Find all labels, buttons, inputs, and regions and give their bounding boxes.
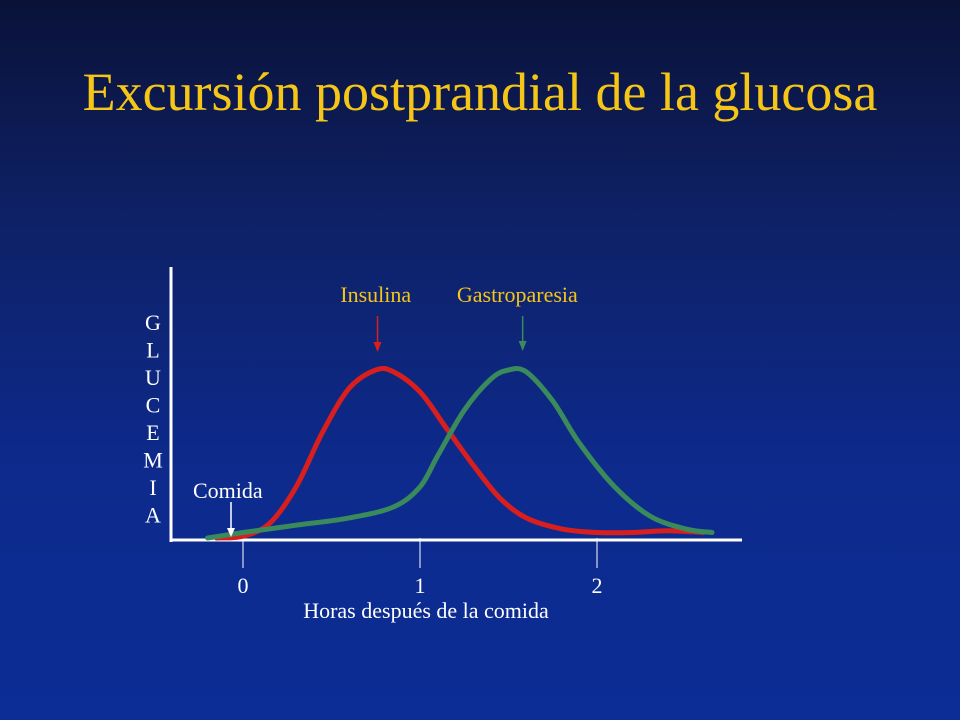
y-axis-label-letter: L — [146, 338, 159, 363]
series-line-insulina — [213, 365, 706, 541]
annotation-comida-arrowhead — [227, 528, 235, 537]
annotation-insulina-arrowhead — [373, 342, 382, 352]
annotation-gastroparesia-arrowhead — [518, 341, 527, 351]
y-axis-label-letter: I — [149, 475, 156, 500]
x-axis-label: Horas después de la comida — [303, 598, 549, 623]
y-axis-label-letter: G — [145, 310, 161, 335]
x-tick-label: 1 — [415, 573, 426, 598]
y-axis-label-letter: M — [143, 448, 163, 473]
y-axis-label-letter: C — [146, 393, 161, 418]
y-axis-label-letter: A — [145, 503, 161, 528]
annotation-comida-label: Comida — [193, 478, 263, 503]
annotation-insulina-label: Insulina — [340, 282, 411, 307]
y-axis-label-letter: U — [145, 365, 161, 390]
slide-title: Excursión postprandial de la glucosa — [82, 62, 878, 122]
annotation-gastroparesia-label: Gastroparesia — [457, 282, 578, 307]
y-axis-label-letter: E — [146, 420, 159, 445]
x-tick-label: 2 — [592, 573, 603, 598]
series-line-gastroparesia — [205, 366, 715, 541]
x-tick-label: 0 — [238, 573, 249, 598]
